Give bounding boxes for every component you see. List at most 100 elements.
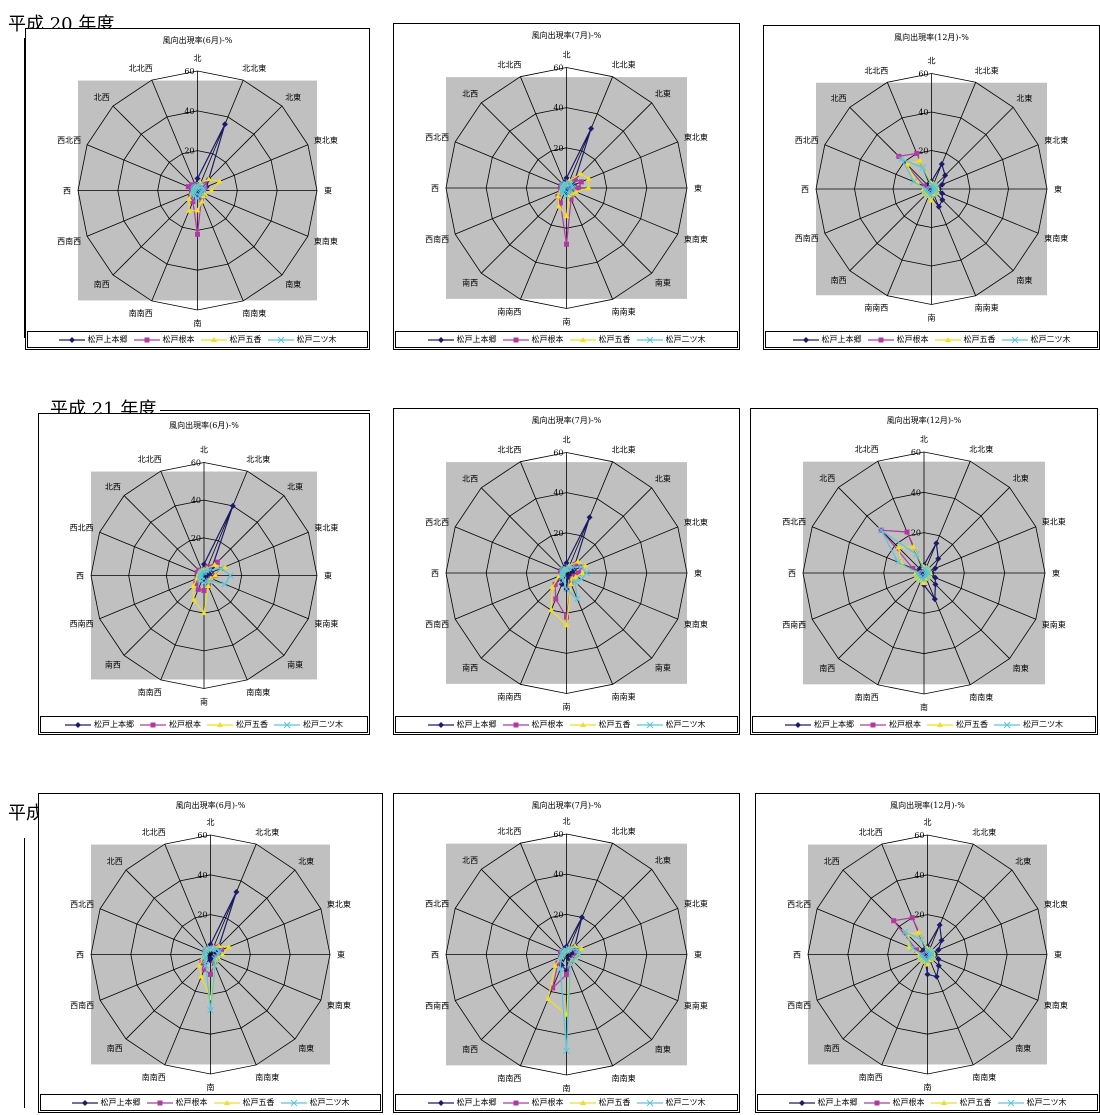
legend-item: 松戸五香 <box>927 719 988 730</box>
series-point <box>568 563 576 571</box>
legend-item: 松戸上本郷 <box>427 1097 497 1108</box>
series-point <box>205 566 213 574</box>
series-point <box>211 962 219 969</box>
category-label: 東 <box>694 183 702 193</box>
legend-swatch <box>792 336 819 343</box>
series-point <box>564 972 569 978</box>
grid-spoke <box>160 470 205 576</box>
series-point <box>901 928 909 936</box>
series-point <box>196 962 203 968</box>
series-point <box>586 514 593 521</box>
series-point <box>922 187 930 195</box>
series-point <box>211 955 219 963</box>
chart-title: 風向出現率(6月)-% <box>175 801 246 810</box>
grid-spoke <box>566 141 678 189</box>
legend-item: 松戸二ツ木 <box>267 334 337 345</box>
legend-marker <box>1003 721 1011 728</box>
tick-label: 40 <box>191 496 201 505</box>
series-point <box>219 951 226 957</box>
category-label: 西北西 <box>425 518 449 527</box>
chart-legend: 松戸上本郷 松戸根本 松戸五香 松戸二ツ木 <box>395 331 738 348</box>
grid-spoke <box>566 572 678 620</box>
category-label: 北北東 <box>612 826 636 836</box>
legend-marker <box>579 336 586 342</box>
series-point <box>935 555 942 562</box>
series-point <box>931 596 938 603</box>
legend-label: 松戸五香 <box>229 335 262 344</box>
legend-swatch <box>569 336 596 342</box>
legend-label: 松戸二ツ木 <box>296 335 337 344</box>
series-point <box>215 943 222 949</box>
chart-legend: 松戸上本郷 松戸根本 松戸五香 松戸二ツ木 <box>40 1094 381 1111</box>
series-point <box>211 561 218 567</box>
series-point <box>211 961 217 967</box>
legend-item: 松戸根本 <box>502 719 564 730</box>
series-point <box>898 155 905 163</box>
legend-swatch <box>994 721 1020 728</box>
grid-spoke <box>99 575 205 620</box>
legend-swatch <box>863 1100 890 1105</box>
category-label: 東 <box>1052 568 1060 578</box>
legend-item: 松戸二ツ木 <box>274 719 343 730</box>
grid-spoke <box>927 954 1013 1040</box>
category-label: 北北東 <box>612 445 636 455</box>
legend-item: 松戸根本 <box>863 1097 925 1108</box>
radar-plot: 0204060北北北東北東東北東東東南東南東南南東南南南西南西西南西西西北西北西… <box>70 818 351 1092</box>
legend-label: 松戸五香 <box>956 720 988 729</box>
legend-label: 松戸五香 <box>598 335 631 344</box>
series-point <box>557 200 563 206</box>
series-point <box>579 570 586 575</box>
series-point <box>214 559 220 565</box>
series-point <box>568 196 574 202</box>
legend-item: 松戸根本 <box>140 719 201 730</box>
grid-spoke <box>99 531 205 576</box>
series-point <box>904 529 910 535</box>
legend-label: 松戸根本 <box>162 335 195 344</box>
chart-title: 風向出現率(6月)-% <box>162 36 233 45</box>
tick-label: 60 <box>918 70 928 79</box>
legend-label: 松戸根本 <box>531 1098 564 1107</box>
legend-marker <box>579 721 586 727</box>
category-label: 北東 <box>655 89 671 99</box>
category-label: 東 <box>694 950 702 960</box>
series-point <box>585 185 592 190</box>
category-label: 南東 <box>298 1043 314 1053</box>
legend-swatch <box>65 721 91 728</box>
series-point <box>910 178 918 185</box>
category-label: 西 <box>801 185 809 194</box>
legend-marker <box>937 721 943 727</box>
legend-marker <box>579 1099 586 1105</box>
legend-swatch <box>427 721 454 728</box>
series-point <box>572 176 578 182</box>
category-label: 南東 <box>655 1044 671 1054</box>
grid-spoke <box>927 843 974 955</box>
radar-plot: 0204060北北北東北東東北東東東南東南東南南東南南南西南西西南西西西北西北西… <box>57 54 338 328</box>
legend-marker <box>217 721 223 727</box>
category-label: 北北東 <box>612 60 636 70</box>
category-label: 東北東 <box>314 135 338 145</box>
legend-item: 松戸根本 <box>867 334 929 345</box>
series-point <box>208 971 213 977</box>
grid-spoke <box>151 79 198 191</box>
grid-spoke <box>210 954 296 1040</box>
grid-spoke <box>210 954 322 1001</box>
series-4 <box>196 564 234 588</box>
series-point <box>190 199 196 205</box>
series-point <box>916 157 923 163</box>
series-point <box>913 573 920 579</box>
series-point <box>207 945 214 952</box>
category-label: 南 <box>194 318 202 328</box>
category-label: 西 <box>431 184 439 193</box>
series-point <box>207 1006 214 1014</box>
series-point <box>942 172 949 179</box>
category-label: 東北東 <box>684 132 708 142</box>
grid-spoke <box>812 526 925 574</box>
legend-item: 松戸五香 <box>569 1097 631 1108</box>
series-point <box>208 187 215 193</box>
tick-label: 20 <box>918 147 928 156</box>
category-label: 北西 <box>462 475 478 484</box>
grid-spoke <box>86 144 198 191</box>
legend-label: 松戸五香 <box>236 720 268 729</box>
series-point <box>935 946 942 953</box>
legend-item: 松戸二ツ木 <box>994 719 1063 730</box>
